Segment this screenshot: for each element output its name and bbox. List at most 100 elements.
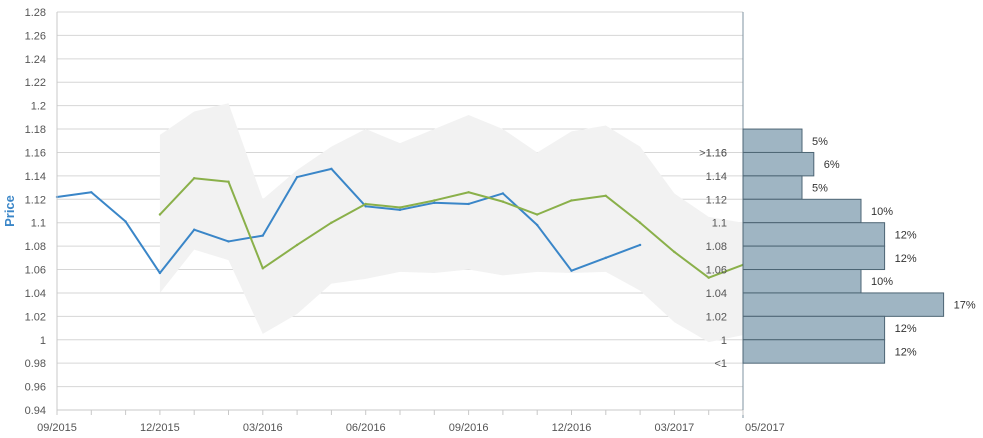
forecast-data-point [536,213,539,216]
forecast-data-point [193,177,196,180]
actual-data-point [501,192,505,195]
y-tick-label: 1.1 [31,218,46,230]
actual-data-point [295,175,299,179]
forecast-data-point [330,221,333,224]
forecast-data-point [261,267,264,270]
y-tick-label: 0.94 [25,405,46,417]
forecast-series-line [159,177,744,279]
distribution-histogram: >1.161.16 1.14 1.12 1.1 1.08 1.06 1.04 1.02 1 <1 5… [699,128,976,370]
y-axis-title: Price [2,195,17,227]
actual-data-point [536,223,539,227]
y-tick-label: 1 [40,335,46,347]
y-tick-label: 1.02 [25,311,46,323]
actual-data-point [398,208,402,212]
histogram-percent-label: 6% [824,159,840,171]
histogram-bar [742,175,803,200]
histogram-bucket-label: 1 [721,335,727,347]
histogram-percent-label: 12% [895,253,917,265]
y-tick-label: 1.24 [25,54,46,66]
histogram-percent-label: 12% [895,229,917,241]
histogram-bucket-label: 1.14 [706,171,727,183]
histogram-bar [742,315,886,341]
histogram-percent-label: 5% [812,136,828,148]
actual-data-point [227,240,230,243]
histogram-bucket-label: 1.1 [712,218,727,230]
histogram-bucket-label: 1.16 [706,147,727,159]
actual-data-point [90,191,93,194]
y-tick-label: 1.22 [25,77,46,89]
actual-data-point [364,205,367,208]
histogram-bucket-label: 1.06 [706,265,727,277]
forecast-data-point [501,200,505,203]
y-tick-label: 1.18 [25,124,46,136]
x-tick-label: 09/2015 [37,422,77,434]
x-tick-label: 03/2016 [243,422,283,434]
y-tick-label: 1.14 [25,171,46,183]
histogram-bucket-label: >1.16 [699,147,727,159]
x-tick-label: 12/2016 [552,422,592,434]
forecast-data-point [433,199,436,202]
y-tick-label: 0.98 [25,358,46,370]
y-tick-label: 1.08 [25,241,46,253]
confidence-band [159,103,743,343]
forecast-data-point [158,213,162,216]
histogram-bar [742,222,886,247]
forecast-data-point [364,202,367,206]
histogram-bar [742,128,803,153]
actual-data-point [570,269,573,272]
histogram-bucket-label: 1.04 [706,288,727,300]
actual-data-point [124,220,127,223]
axis-labels: 0.94 0.96 0.98 1 1.02 1.04 1.06 1.08 1.1 1.12 1.14… [2,7,785,434]
y-tick-label: 1.26 [25,30,46,42]
x-tick-label: 06/2016 [346,422,386,434]
actual-data-point [158,271,162,275]
series-lines [55,167,745,279]
actual-series-line [56,167,641,275]
y-tick-label: 1.06 [25,265,46,277]
histogram-percent-label: 10% [871,206,893,218]
actual-data-point [330,167,333,171]
actual-data-point [261,234,264,237]
forecast-data-point [467,191,470,194]
histogram-bucket-label: 1.12 [706,194,727,206]
x-tick-label: 03/2017 [655,422,695,434]
forecast-data-point [673,250,676,254]
y-tick-label: 1.2 [31,101,46,113]
histogram-percent-label: 12% [895,323,917,335]
x-tick-label: 09/2016 [449,422,489,434]
histogram-bar [742,339,886,364]
actual-data-point [433,201,436,205]
histogram-bucket-label: 1.02 [706,311,727,323]
forecast-data-point [227,180,230,183]
forecast-data-point [398,206,402,209]
y-tick-label: 1.16 [25,147,46,159]
forecast-data-point [570,199,573,202]
y-tick-label: 1.28 [25,7,46,19]
histogram-bucket-label: 1.08 [706,241,727,253]
y-tick-label: 1.04 [25,288,46,300]
histogram-percent-label: 17% [954,300,976,312]
confidence-band-area [159,103,743,343]
x-tick-label: 12/2015 [140,422,180,434]
actual-data-point [604,256,607,260]
forecast-data-point [295,243,299,247]
actual-data-point [467,202,470,206]
histogram-bar [742,292,945,317]
y-tick-label: 1.12 [25,194,46,206]
histogram-bar [742,151,815,177]
forecast-data-point [707,276,710,279]
histogram-percent-label: 12% [895,346,917,358]
forecast-data-point [638,221,642,224]
histogram-percent-label: 10% [871,276,893,288]
histogram-percent-label: 5% [812,183,828,195]
forecast-data-point [604,194,607,197]
histogram-bucket-label: <1 [714,358,727,370]
x-tick-label: 05/2017 [745,422,785,434]
histogram-bar [742,269,862,294]
histogram-bar [742,198,862,224]
actual-data-point [193,228,196,231]
histogram-bar [742,245,886,271]
y-tick-label: 0.96 [25,382,46,394]
actual-data-point [638,243,642,247]
